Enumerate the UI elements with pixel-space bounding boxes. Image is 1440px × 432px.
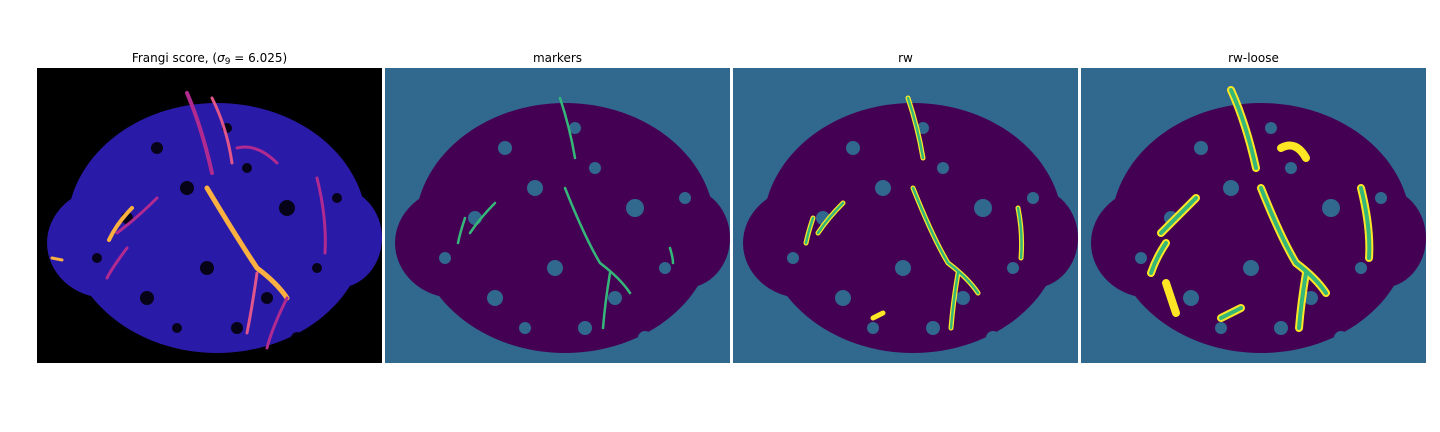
frangi-title-prefix: Frangi score, ( [131,51,218,65]
rw-plot [733,68,1078,363]
rw-vessels [804,96,1023,330]
frangi-score-image [37,68,382,363]
frangi-vessels [50,91,327,350]
rw-loose-plot [1081,68,1426,363]
markers-texture [395,103,730,353]
frangi-title-subscript: 9 [224,57,231,67]
frangi-score-plot [37,68,382,363]
frangi-texture [47,103,382,353]
markers-panel-title: markers [532,51,583,65]
frangi-panel-title: Frangi score, (σ9 = 6.025) [37,50,382,67]
markers-plot [385,68,730,363]
rw-loose-texture-holes [1135,122,1387,345]
rw-loose-panel-title: rw-loose [1228,51,1279,65]
rw-panel-title: rw [898,51,913,65]
markers-image [385,68,730,363]
rw-image [733,68,1078,363]
rw-loose-vessels [1149,88,1372,330]
frangi-title-suffix: = 6.025) [230,51,288,65]
rw-loose-image [1081,68,1426,363]
frangi-texture-holes [92,123,342,344]
markers-vessels [456,96,675,330]
rw-texture-holes [787,122,1039,345]
markers-texture-holes [439,122,691,345]
frangi-title-sigma: σ [217,51,225,65]
